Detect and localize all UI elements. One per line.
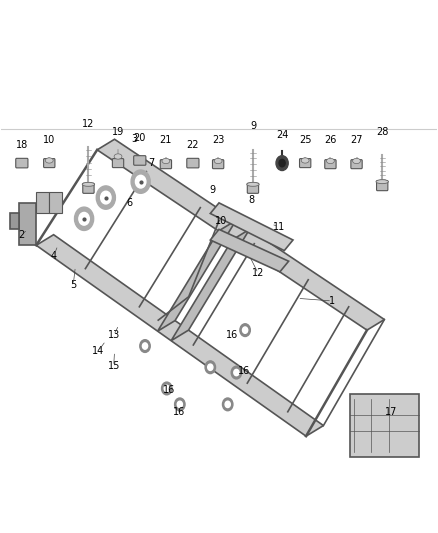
FancyBboxPatch shape xyxy=(83,183,94,193)
Text: 13: 13 xyxy=(108,330,120,341)
Polygon shape xyxy=(350,394,419,457)
Circle shape xyxy=(140,340,150,352)
Text: 10: 10 xyxy=(215,216,227,227)
Text: 21: 21 xyxy=(160,134,172,144)
Text: 4: 4 xyxy=(50,251,57,261)
Text: 9: 9 xyxy=(250,122,256,131)
Text: 22: 22 xyxy=(187,140,199,150)
Circle shape xyxy=(74,207,94,230)
Circle shape xyxy=(164,385,170,392)
Text: 27: 27 xyxy=(350,134,363,144)
FancyBboxPatch shape xyxy=(113,159,124,167)
Text: 7: 7 xyxy=(148,158,155,168)
Text: 14: 14 xyxy=(92,346,104,357)
Circle shape xyxy=(205,361,215,374)
Circle shape xyxy=(243,327,248,333)
Polygon shape xyxy=(97,139,385,330)
Text: 16: 16 xyxy=(238,367,251,376)
Text: 1: 1 xyxy=(329,296,335,306)
Text: 12: 12 xyxy=(82,119,95,128)
Circle shape xyxy=(96,186,116,209)
Circle shape xyxy=(101,191,111,204)
Circle shape xyxy=(223,398,233,411)
Polygon shape xyxy=(171,229,250,341)
FancyBboxPatch shape xyxy=(212,160,224,168)
Text: 2: 2 xyxy=(19,230,25,240)
Polygon shape xyxy=(158,220,236,331)
Ellipse shape xyxy=(353,158,360,164)
Text: 17: 17 xyxy=(385,407,397,417)
Ellipse shape xyxy=(114,154,122,159)
Ellipse shape xyxy=(376,180,389,184)
Text: 9: 9 xyxy=(209,184,215,195)
Ellipse shape xyxy=(162,158,170,164)
FancyBboxPatch shape xyxy=(16,158,28,168)
Ellipse shape xyxy=(214,158,222,164)
Circle shape xyxy=(177,401,183,408)
Text: 16: 16 xyxy=(163,384,175,394)
FancyBboxPatch shape xyxy=(160,160,172,168)
Text: 10: 10 xyxy=(43,134,55,144)
Polygon shape xyxy=(210,203,293,251)
Circle shape xyxy=(276,156,288,171)
Text: 16: 16 xyxy=(173,407,185,417)
Text: 28: 28 xyxy=(376,127,389,136)
Circle shape xyxy=(135,175,146,188)
FancyBboxPatch shape xyxy=(377,181,388,191)
Circle shape xyxy=(231,366,242,379)
Circle shape xyxy=(142,343,148,349)
Text: 5: 5 xyxy=(70,280,76,290)
Polygon shape xyxy=(36,192,49,214)
FancyBboxPatch shape xyxy=(187,158,199,168)
Text: 6: 6 xyxy=(127,198,133,208)
Text: 24: 24 xyxy=(276,130,288,140)
Polygon shape xyxy=(36,235,323,436)
Ellipse shape xyxy=(326,158,334,164)
Text: 11: 11 xyxy=(273,222,285,232)
Text: 12: 12 xyxy=(252,269,265,278)
Text: 19: 19 xyxy=(112,127,124,136)
FancyBboxPatch shape xyxy=(300,159,311,167)
FancyBboxPatch shape xyxy=(44,159,55,167)
Text: 20: 20 xyxy=(134,133,146,143)
Text: 18: 18 xyxy=(16,140,28,150)
Circle shape xyxy=(208,364,213,370)
FancyBboxPatch shape xyxy=(351,160,362,168)
FancyBboxPatch shape xyxy=(325,160,336,168)
Text: 25: 25 xyxy=(299,134,311,144)
Circle shape xyxy=(131,170,150,193)
Circle shape xyxy=(234,369,239,376)
Text: 23: 23 xyxy=(212,134,224,144)
Ellipse shape xyxy=(301,158,309,163)
Text: 26: 26 xyxy=(324,134,337,144)
Text: 8: 8 xyxy=(249,195,255,205)
Polygon shape xyxy=(10,214,19,229)
Circle shape xyxy=(79,213,89,225)
Text: 3: 3 xyxy=(131,134,137,144)
Polygon shape xyxy=(210,229,289,272)
Circle shape xyxy=(225,401,230,408)
Ellipse shape xyxy=(82,182,95,187)
Polygon shape xyxy=(49,192,62,214)
Circle shape xyxy=(279,159,285,167)
Ellipse shape xyxy=(46,158,53,163)
FancyBboxPatch shape xyxy=(134,156,146,165)
Circle shape xyxy=(162,382,172,395)
Text: 15: 15 xyxy=(107,361,120,371)
Text: 16: 16 xyxy=(226,330,238,341)
FancyBboxPatch shape xyxy=(247,183,258,193)
Ellipse shape xyxy=(247,182,259,187)
Circle shape xyxy=(240,324,251,336)
Polygon shape xyxy=(19,203,36,245)
Circle shape xyxy=(175,398,185,411)
